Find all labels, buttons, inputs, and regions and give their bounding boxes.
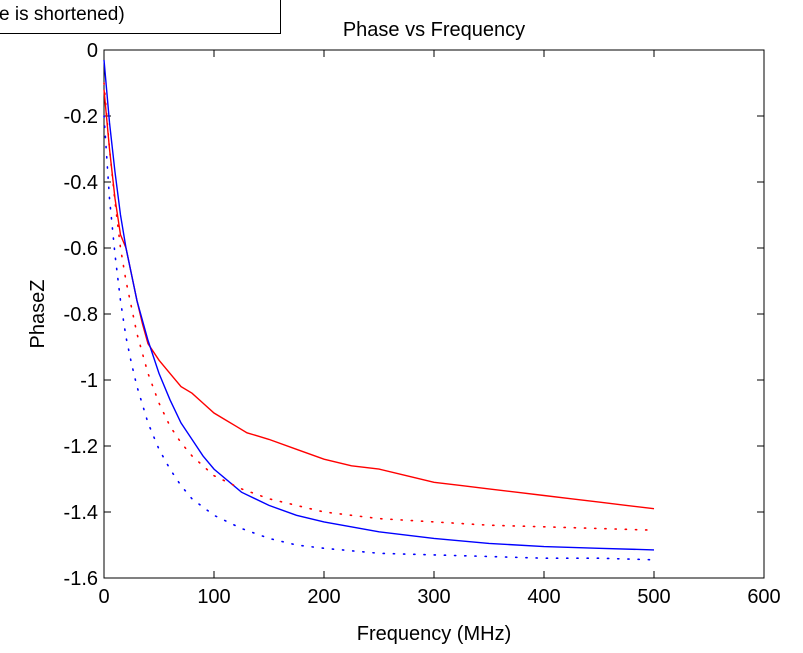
y-tick-label: -1.4	[64, 502, 98, 524]
x-tick-label: 400	[527, 586, 560, 608]
x-tick-label: 300	[417, 586, 450, 608]
series-lines	[103, 59, 655, 561]
y-tick-label: -1.2	[64, 436, 98, 458]
y-tick-label: -0.4	[64, 172, 98, 194]
x-tick-label: 600	[747, 586, 780, 608]
x-tick-label: 0	[98, 586, 109, 608]
x-tick-label: 100	[197, 586, 230, 608]
y-tick-label: -0.6	[64, 238, 98, 260]
y-tick-label: -0.2	[64, 106, 98, 128]
x-axis-label: Frequency (MHz)	[357, 623, 511, 645]
series-line-1-solid	[103, 89, 655, 510]
y-axis-label: PhaseZ	[27, 280, 49, 349]
series-line-3-dotted	[103, 82, 655, 532]
y-tick-label: -1	[80, 370, 98, 392]
y-tick-label: -0.8	[64, 304, 98, 326]
plot-area	[103, 49, 765, 579]
x-tick-label: 500	[637, 586, 670, 608]
legend-text: e is shortened)	[0, 4, 125, 25]
chart-title: Phase vs Frequency	[343, 19, 525, 41]
legend-box: e is shortened)	[0, 0, 281, 34]
y-tick-label: 0	[87, 40, 98, 62]
series-line-2-solid	[103, 59, 655, 551]
x-tick-label: 200	[307, 586, 340, 608]
series-line-4-dotted	[103, 115, 655, 561]
y-tick-label: -1.6	[64, 568, 98, 590]
